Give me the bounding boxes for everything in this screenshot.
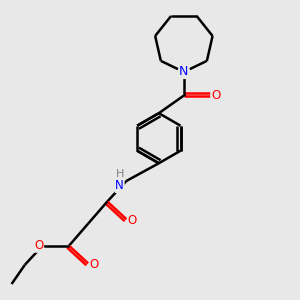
Text: N: N <box>115 179 124 192</box>
Text: H: H <box>116 169 124 179</box>
Text: O: O <box>89 258 99 271</box>
Text: O: O <box>211 89 220 102</box>
Text: N: N <box>179 65 188 79</box>
Text: O: O <box>128 214 137 227</box>
Text: O: O <box>34 239 43 252</box>
